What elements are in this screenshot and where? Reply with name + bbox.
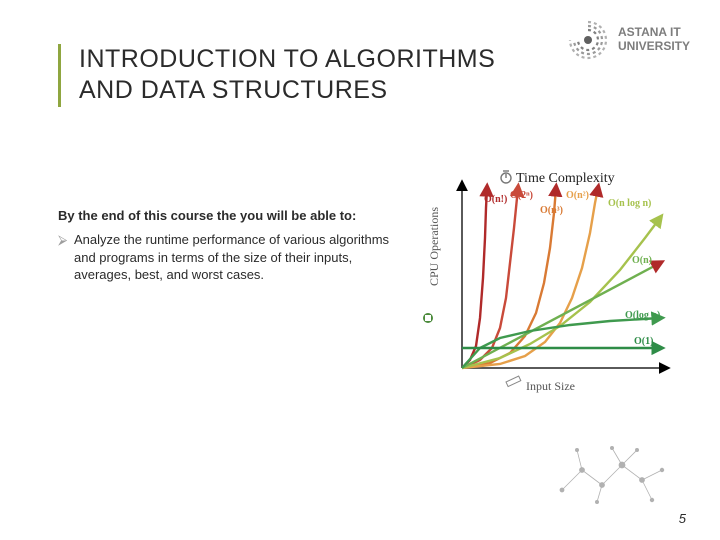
complexity-chart: Time Complexity CPU Operations Input Size O… [410, 168, 680, 403]
bullet-marker: ⮚ [58, 231, 68, 284]
svg-text:O(1): O(1) [634, 336, 653, 347]
network-graph-icon [552, 440, 672, 510]
page-number: 5 [679, 511, 686, 526]
logo-rings-icon [566, 18, 610, 62]
bullet-item: ⮚ Analyze the runtime performance of var… [58, 231, 398, 284]
svg-text:O(n log n): O(n log n) [608, 198, 651, 209]
svg-text:O(n): O(n) [632, 255, 652, 266]
brand-logo: ASTANA IT UNIVERSITY [566, 18, 690, 62]
svg-text:O(n³): O(n³) [540, 205, 563, 216]
page-title: INTRODUCTION TO ALGORITHMS AND DATA STRU… [58, 44, 495, 107]
body-copy: By the end of this course the you will b… [58, 208, 398, 284]
brand-line2: UNIVERSITY [618, 40, 690, 54]
svg-text:O(log n): O(log n) [625, 310, 660, 321]
svg-text:Input Size: Input Size [526, 379, 575, 393]
brand-name: ASTANA IT UNIVERSITY [618, 26, 690, 54]
svg-text:O(n²): O(n²) [566, 190, 589, 201]
title-line2: AND DATA STRUCTURES [79, 76, 388, 104]
bullet-text: Analyze the runtime performance of vario… [74, 231, 398, 284]
title-line1: INTRODUCTION TO ALGORITHMS [79, 45, 495, 73]
svg-text:O(n!): O(n!) [484, 194, 507, 205]
svg-text:O(2ⁿ): O(2ⁿ) [510, 190, 533, 201]
lead-sentence: By the end of this course the you will b… [58, 208, 398, 223]
brand-line1: ASTANA IT [618, 26, 690, 40]
svg-text:CPU Operations: CPU Operations [427, 207, 441, 286]
svg-text:Time Complexity: Time Complexity [516, 171, 615, 186]
